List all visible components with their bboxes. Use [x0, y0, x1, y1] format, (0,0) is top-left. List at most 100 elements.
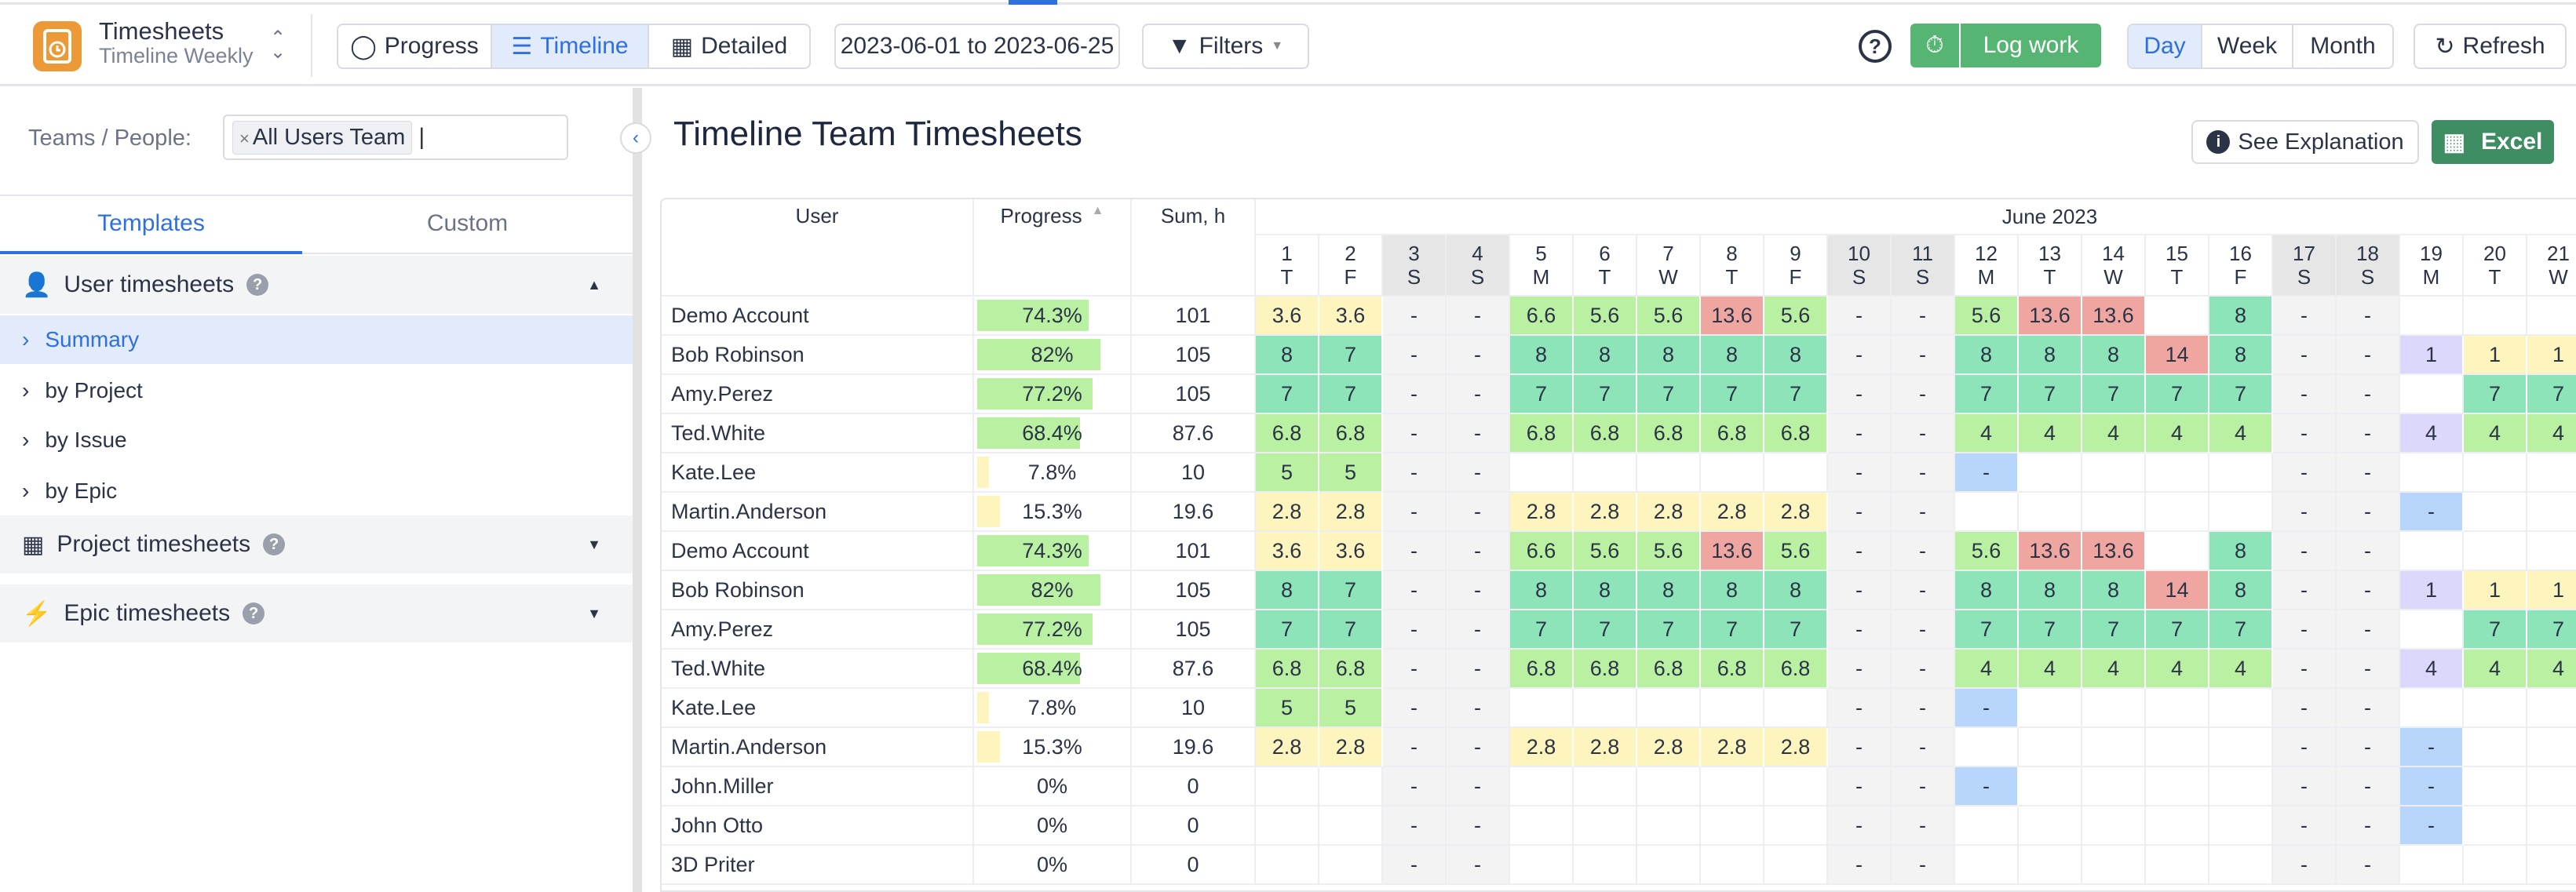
day-cell[interactable]: 7 [1637, 375, 1701, 414]
day-cell[interactable]: 8 [1701, 571, 1764, 610]
day-cell[interactable]: - [1383, 728, 1447, 767]
day-cell[interactable] [2146, 767, 2209, 806]
day-cell[interactable]: 5 [1319, 453, 1383, 493]
day-cell[interactable] [1955, 846, 2019, 885]
day-cell[interactable]: - [2273, 375, 2337, 414]
day-cell[interactable]: 6.8 [1637, 650, 1701, 689]
day-cell[interactable]: - [1447, 846, 1510, 885]
day-cell[interactable] [1510, 806, 1574, 846]
day-cell[interactable] [2146, 728, 2209, 767]
day-cell[interactable]: - [1447, 689, 1510, 728]
day-cell[interactable] [1574, 846, 1637, 885]
day-cell[interactable]: 2.8 [1256, 493, 1319, 532]
day-cell[interactable] [1637, 806, 1701, 846]
day-cell[interactable]: - [2337, 414, 2400, 453]
day-cell[interactable] [1955, 728, 2019, 767]
day-cell[interactable]: - [2273, 846, 2337, 885]
day-cell[interactable]: - [1892, 414, 1955, 453]
day-cell[interactable]: - [1828, 297, 1892, 336]
day-cell[interactable]: - [1892, 610, 1955, 650]
day-cell[interactable] [1319, 806, 1383, 846]
day-cell[interactable]: 13.6 [2082, 297, 2146, 336]
day-cell[interactable]: 5 [1256, 689, 1319, 728]
day-cell[interactable] [2082, 689, 2146, 728]
day-cell[interactable]: 7 [1764, 610, 1828, 650]
day-cell[interactable]: 5.6 [1955, 532, 2019, 571]
day-cell[interactable]: 7 [2082, 375, 2146, 414]
day-cell[interactable]: 8 [1256, 571, 1319, 610]
day-cell[interactable]: - [2337, 689, 2400, 728]
day-cell[interactable]: 8 [2082, 571, 2146, 610]
day-cell[interactable]: - [2337, 728, 2400, 767]
day-cell[interactable]: 8 [1574, 336, 1637, 375]
day-cell[interactable]: 7 [2019, 610, 2082, 650]
day-cell[interactable]: - [2337, 650, 2400, 689]
day-cell[interactable]: 6.8 [1319, 414, 1383, 453]
day-cell[interactable]: - [1383, 689, 1447, 728]
help-icon[interactable]: ? [1859, 30, 1892, 63]
day-cell[interactable]: - [1828, 336, 1892, 375]
day-cell[interactable] [2400, 453, 2464, 493]
day-cell[interactable]: 4 [2019, 650, 2082, 689]
day-cell[interactable] [2527, 767, 2576, 806]
day-cell[interactable]: - [2400, 806, 2464, 846]
teams-input[interactable]: × All Users Team | [223, 115, 568, 160]
tab-templates[interactable]: Templates [0, 210, 302, 254]
sidebar-item-by-project[interactable]: › by Project [0, 366, 633, 415]
day-cell[interactable] [2400, 375, 2464, 414]
day-cell[interactable]: 6.8 [1510, 650, 1574, 689]
filters-button[interactable]: ▼ Filters ▼ [1142, 24, 1309, 69]
day-cell[interactable]: - [2273, 571, 2337, 610]
day-cell[interactable] [1637, 689, 1701, 728]
day-cell[interactable] [1764, 767, 1828, 806]
day-cell[interactable] [1574, 767, 1637, 806]
day-cell[interactable] [1701, 767, 1764, 806]
day-cell[interactable]: 7 [1574, 610, 1637, 650]
day-cell[interactable]: - [1383, 493, 1447, 532]
day-cell[interactable]: 5.6 [1574, 297, 1637, 336]
day-cell[interactable]: 4 [2209, 414, 2273, 453]
day-cell[interactable]: - [1447, 493, 1510, 532]
day-cell[interactable] [2019, 846, 2082, 885]
day-cell[interactable]: 8 [1764, 571, 1828, 610]
day-cell[interactable]: 13.6 [2019, 532, 2082, 571]
day-cell[interactable]: 5.6 [1764, 297, 1828, 336]
day-cell[interactable]: 6.8 [1510, 414, 1574, 453]
remove-chip-icon[interactable]: × [239, 128, 250, 148]
sidebar-item-by-epic[interactable]: › by Epic [0, 467, 633, 515]
day-cell[interactable]: 5.6 [1637, 297, 1701, 336]
view-timeline-button[interactable]: ☰ Timeline [492, 25, 649, 67]
day-cell[interactable]: - [2273, 689, 2337, 728]
collapse-sidebar-button[interactable]: ‹ [620, 122, 651, 154]
day-cell[interactable] [2527, 297, 2576, 336]
day-cell[interactable] [2527, 806, 2576, 846]
day-cell[interactable] [2464, 453, 2527, 493]
day-cell[interactable] [1574, 806, 1637, 846]
day-cell[interactable]: - [1383, 806, 1447, 846]
day-cell[interactable]: - [1892, 650, 1955, 689]
help-icon[interactable]: ? [263, 533, 286, 555]
day-cell[interactable]: 8 [1256, 336, 1319, 375]
day-cell[interactable] [2464, 846, 2527, 885]
day-cell[interactable]: - [1447, 650, 1510, 689]
day-cell[interactable]: 8 [1510, 571, 1574, 610]
day-cell[interactable] [2464, 297, 2527, 336]
day-cell[interactable]: 13.6 [2082, 532, 2146, 571]
day-cell[interactable]: 2.8 [1510, 493, 1574, 532]
day-cell[interactable]: - [1955, 767, 2019, 806]
day-cell[interactable]: 2.8 [1764, 493, 1828, 532]
day-cell[interactable]: 7 [1256, 610, 1319, 650]
day-cell[interactable]: 4 [2019, 414, 2082, 453]
day-cell[interactable]: 7 [1510, 375, 1574, 414]
day-cell[interactable]: - [1383, 336, 1447, 375]
day-cell[interactable]: - [1828, 571, 1892, 610]
day-cell[interactable] [2209, 493, 2273, 532]
day-cell[interactable]: 1 [2464, 571, 2527, 610]
day-cell[interactable] [2400, 610, 2464, 650]
day-cell[interactable]: 2.8 [1764, 728, 1828, 767]
day-cell[interactable]: 7 [1637, 610, 1701, 650]
section-user-timesheets[interactable]: 👤 User timesheets? ▲ [0, 256, 633, 314]
day-cell[interactable] [2082, 846, 2146, 885]
day-cell[interactable]: 7 [2082, 610, 2146, 650]
day-cell[interactable]: - [1383, 767, 1447, 806]
